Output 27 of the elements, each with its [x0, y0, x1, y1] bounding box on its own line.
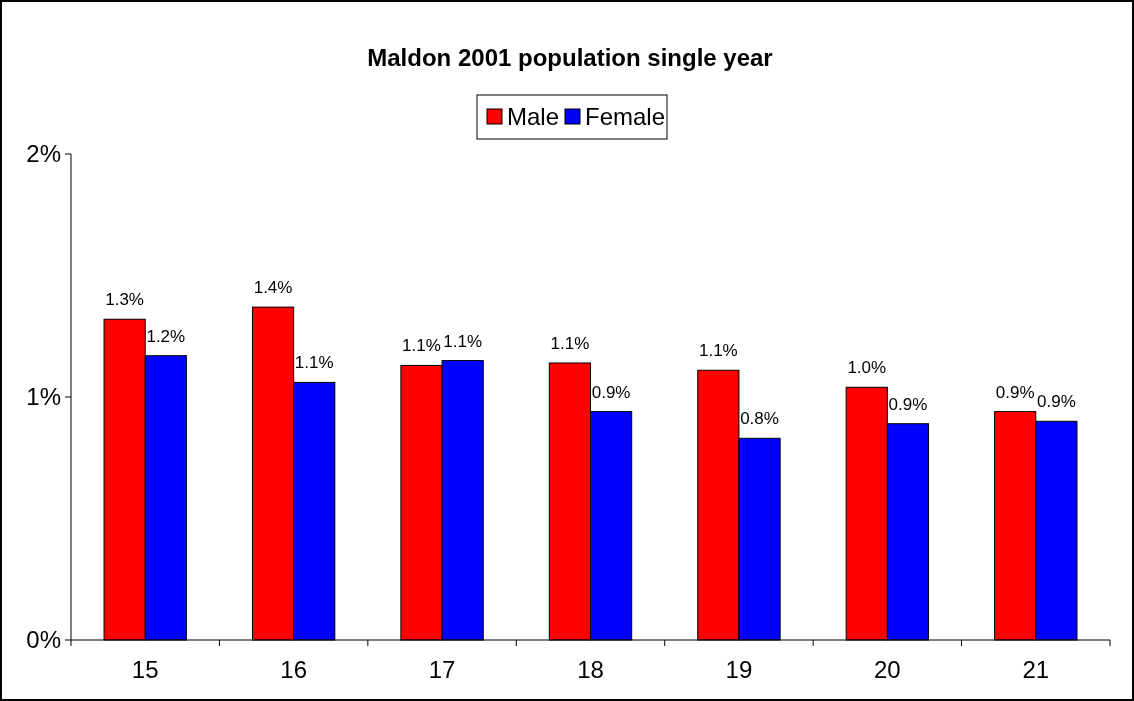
data-label: 1.3%	[105, 290, 144, 310]
chart-title: Maldon 2001 population single year	[367, 44, 773, 71]
data-label: 1.4%	[253, 278, 293, 298]
data-label: 0.9%	[591, 382, 631, 402]
data-label: 0.9%	[995, 382, 1035, 402]
legend-label: Male	[507, 103, 560, 131]
data-label: 0.9%	[888, 394, 928, 414]
data-label: 0.9%	[1037, 392, 1076, 412]
x-tick-label: 15	[131, 656, 159, 683]
data-label: 0.8%	[740, 409, 779, 429]
y-tick-label: 0%	[26, 626, 61, 654]
legend-label: Female	[585, 103, 666, 131]
x-tick-label: 17	[428, 656, 456, 683]
x-tick-label: 18	[577, 656, 604, 683]
data-label: 1.1%	[443, 331, 483, 351]
x-tick-label: 21	[1022, 656, 1050, 683]
x-tick-label: 20	[874, 656, 901, 683]
data-label: 1.1%	[294, 353, 334, 373]
data-label: 1.0%	[847, 358, 887, 378]
data-label: 1.1%	[550, 333, 590, 353]
data-label: 1.1%	[402, 336, 441, 356]
x-tick-label: 19	[725, 656, 753, 683]
data-label: 1.1%	[698, 341, 738, 361]
x-tick-label: 16	[280, 656, 307, 683]
y-tick-label: 1%	[26, 383, 61, 411]
data-label: 1.2%	[146, 326, 186, 346]
y-tick-label: 2%	[26, 140, 61, 168]
